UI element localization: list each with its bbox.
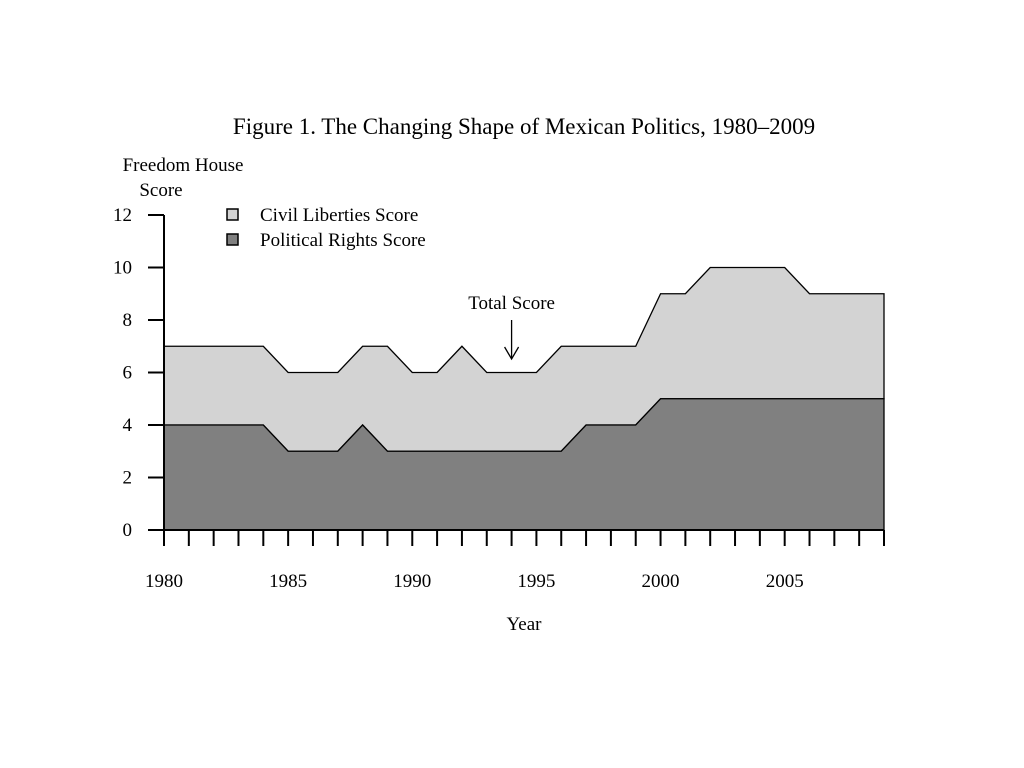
legend-label-political-rights: Political Rights Score bbox=[260, 230, 426, 251]
x-tick-label: 1990 bbox=[393, 571, 431, 592]
x-tick-label: 1980 bbox=[145, 571, 183, 592]
annotation-label: Total Score bbox=[468, 293, 555, 314]
total-score-annotation: Total Score bbox=[468, 293, 555, 361]
y-tick-label: 12 bbox=[113, 205, 132, 226]
x-tick-label: 1995 bbox=[517, 571, 555, 592]
y-ticks: 0 2 4 6 8 10 12 bbox=[113, 205, 164, 541]
legend-label-civil-liberties: Civil Liberties Score bbox=[260, 205, 418, 226]
y-axis-label-line1: Freedom House bbox=[123, 155, 244, 176]
y-tick-label: 2 bbox=[123, 468, 133, 489]
x-tick-label: 2005 bbox=[766, 571, 804, 592]
x-ticks: 1980 1985 1990 1995 2000 2005 bbox=[145, 530, 885, 592]
x-axis-label: Year bbox=[506, 614, 542, 635]
annotation-arrowhead bbox=[504, 346, 520, 361]
y-tick-label: 10 bbox=[113, 258, 132, 279]
x-tick-label: 1985 bbox=[269, 571, 307, 592]
y-tick-label: 6 bbox=[123, 363, 133, 384]
y-axis-label-line2: Score bbox=[139, 180, 182, 201]
chart-title: Figure 1. The Changing Shape of Mexican … bbox=[233, 114, 815, 139]
y-tick-label: 8 bbox=[123, 310, 133, 331]
legend-swatch-civil-liberties bbox=[226, 208, 239, 221]
x-tick-label: 2000 bbox=[642, 571, 680, 592]
area-series-group bbox=[163, 266, 885, 531]
y-tick-label: 0 bbox=[123, 520, 133, 541]
area-political-rights bbox=[163, 398, 885, 531]
legend-swatch-political-rights bbox=[226, 233, 239, 246]
legend: Civil Liberties Score Political Rights S… bbox=[226, 205, 426, 251]
y-tick-label: 4 bbox=[123, 415, 133, 436]
